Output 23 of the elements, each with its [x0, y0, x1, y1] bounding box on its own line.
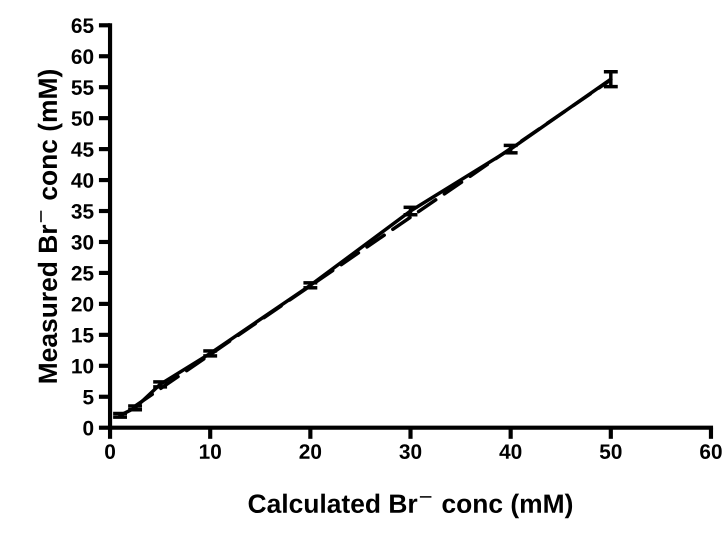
x-tick-label: 40: [499, 444, 522, 459]
x-tick-label: 0: [105, 444, 115, 459]
y-tick-label: 5: [83, 390, 94, 405]
y-tick-label: 40: [71, 173, 94, 188]
y-tick-label: 55: [72, 80, 94, 95]
x-tick-label: 50: [600, 444, 622, 459]
x-tick-label: 20: [299, 444, 322, 459]
y-tick-label: 45: [71, 142, 94, 157]
y-tick-label: 10: [72, 358, 94, 374]
y-tick-label: 25: [72, 266, 94, 281]
y-tick-label: 35: [71, 204, 94, 219]
y-axis-title: Measured Br$^{−}$ conc (mM): [38, 70, 62, 383]
x-tick-label: 60: [700, 444, 722, 459]
x-axis-title: Calculated Br$^{−}$ conc (mM): [248, 494, 572, 518]
y-tick-label: 30: [71, 234, 94, 250]
y-tick-label: 20: [72, 296, 94, 312]
y-tick-label: 65: [72, 18, 94, 34]
x-tick-label: 10: [200, 444, 221, 459]
y-tick-label: 60: [72, 49, 94, 64]
y-tick-label: 0: [83, 420, 94, 436]
y-tick-label: 50: [72, 111, 94, 126]
y-tick-label: 15: [72, 328, 94, 343]
x-tick-label: 30: [399, 444, 422, 460]
